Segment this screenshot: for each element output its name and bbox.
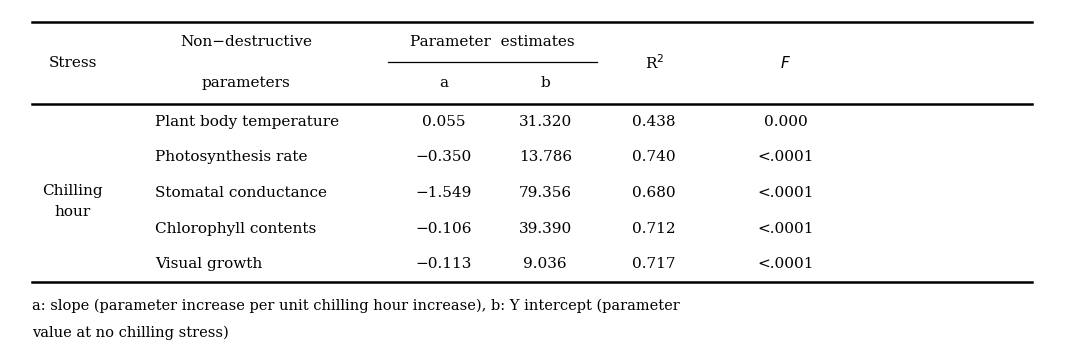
Text: 0.680: 0.680 [633,186,676,200]
Text: 13.786: 13.786 [518,150,572,164]
Text: 0.000: 0.000 [764,115,807,129]
Text: 0.717: 0.717 [633,257,676,271]
Text: Non−destructive: Non−destructive [180,35,312,48]
Text: $F$: $F$ [780,55,791,71]
Text: <.0001: <.0001 [758,221,814,236]
Text: 0.712: 0.712 [633,221,676,236]
Text: R$^2$: R$^2$ [645,54,664,73]
Text: Chlorophyll contents: Chlorophyll contents [155,221,316,236]
Text: Photosynthesis rate: Photosynthesis rate [155,150,308,164]
Text: Plant body temperature: Plant body temperature [155,115,339,129]
Text: <.0001: <.0001 [758,186,814,200]
Text: parameters: parameters [201,76,291,90]
Text: −0.106: −0.106 [416,221,471,236]
Text: Stomatal conductance: Stomatal conductance [155,186,327,200]
Text: 39.390: 39.390 [518,221,572,236]
Text: Chilling: Chilling [43,184,103,198]
Text: <.0001: <.0001 [758,257,814,271]
Text: 9.036: 9.036 [524,257,567,271]
Text: −0.350: −0.350 [416,150,471,164]
Text: a: slope (parameter increase per unit chilling hour increase), b: Y intercept (p: a: slope (parameter increase per unit ch… [32,299,680,313]
Text: value at no chilling stress): value at no chilling stress) [32,326,229,340]
Text: Parameter  estimates: Parameter estimates [410,35,574,48]
Text: hour: hour [55,206,91,219]
Text: 0.740: 0.740 [633,150,676,164]
Text: 0.438: 0.438 [633,115,676,129]
Text: a: a [439,76,448,90]
Text: 31.320: 31.320 [518,115,572,129]
Text: Stress: Stress [48,56,97,70]
Text: <.0001: <.0001 [758,150,814,164]
Text: b: b [540,76,551,90]
Text: −0.113: −0.113 [416,257,471,271]
Text: −1.549: −1.549 [416,186,471,200]
Text: 79.356: 79.356 [518,186,572,200]
Text: Visual growth: Visual growth [155,257,262,271]
Text: 0.055: 0.055 [422,115,465,129]
